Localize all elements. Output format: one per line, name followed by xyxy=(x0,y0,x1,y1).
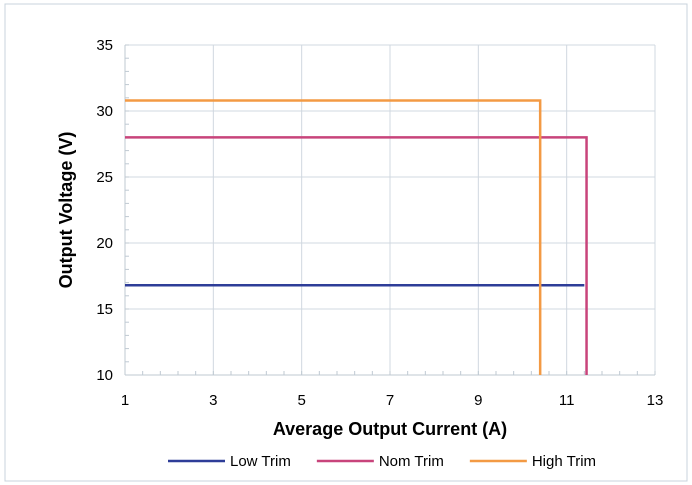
y-tick-label-5: 35 xyxy=(96,37,113,54)
y-tick-label-4: 30 xyxy=(96,103,113,120)
x-tick-label-0: 1 xyxy=(121,392,129,409)
legend: Low Trim Nom Trim High Trim xyxy=(168,453,596,470)
series-line-nom-trim xyxy=(125,136,588,375)
legend-label-0: Low Trim xyxy=(230,453,291,470)
x-tick-label-1: 3 xyxy=(209,392,217,409)
x-tick-label-5: 11 xyxy=(559,392,575,409)
x-tick-label-4: 9 xyxy=(474,392,482,409)
y-tick-label-2: 20 xyxy=(96,235,113,252)
y-tick-label-0: 10 xyxy=(96,367,113,384)
x-tick-label-3: 7 xyxy=(386,392,394,409)
legend-label-1: Nom Trim xyxy=(379,453,444,470)
legend-label-2: High Trim xyxy=(532,453,596,470)
x-tick-label-2: 5 xyxy=(297,392,305,409)
y-tick-label-1: 15 xyxy=(96,301,113,318)
x-tick-label-6: 13 xyxy=(647,392,664,409)
y-tick-label-3: 25 xyxy=(96,169,113,186)
series-layer xyxy=(125,99,588,375)
x-axis-title: Average Output Current (A) xyxy=(273,419,507,439)
series-line-high-trim xyxy=(125,99,542,375)
y-axis-title: Output Voltage (V) xyxy=(56,132,76,289)
